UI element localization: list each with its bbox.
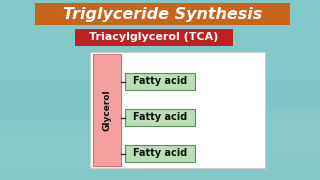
Bar — [125, 145, 195, 162]
Bar — [150, 110, 320, 150]
Bar — [35, 3, 290, 25]
Bar — [90, 52, 265, 168]
Text: Fatty acid: Fatty acid — [133, 112, 187, 123]
Text: Fatty acid: Fatty acid — [133, 76, 187, 87]
Bar — [0, 0, 320, 80]
Bar — [0, 120, 320, 180]
Bar — [75, 29, 233, 46]
Bar — [125, 73, 195, 90]
Text: Triglyceride Synthesis: Triglyceride Synthesis — [63, 6, 262, 21]
Bar — [93, 54, 121, 166]
Text: Triacylglycerol (TCA): Triacylglycerol (TCA) — [89, 33, 219, 42]
Text: Glycerol: Glycerol — [102, 89, 111, 131]
Text: Fatty acid: Fatty acid — [133, 148, 187, 159]
Bar — [0, 135, 140, 170]
Bar — [125, 109, 195, 126]
